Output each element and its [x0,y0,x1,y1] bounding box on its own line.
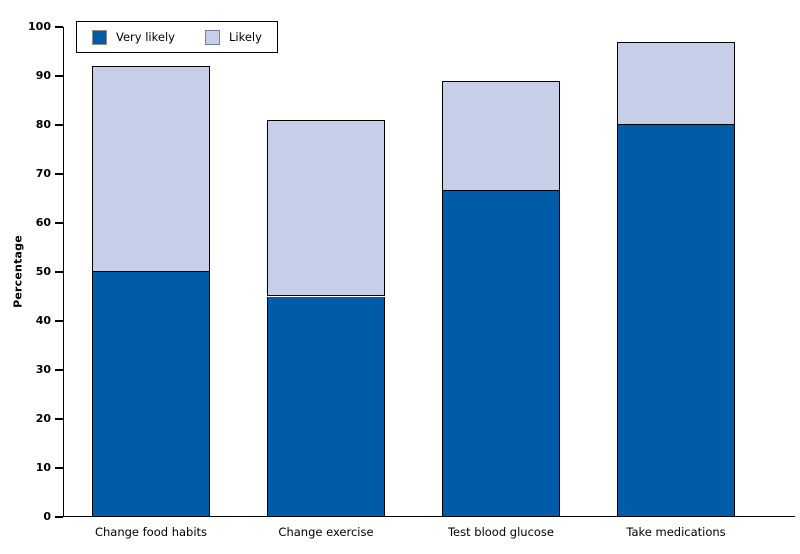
y-tick-label-40: 40 [35,314,51,327]
bar-change-food-habits-very-likely [92,272,210,517]
y-tick-label-20: 20 [35,412,51,425]
legend-label-very-likely: Very likely [116,30,175,44]
y-tick-label-80: 80 [35,118,51,131]
y-tick-mark-0 [55,516,63,518]
bar-take-medications-likely [617,41,735,125]
y-tick-mark-40 [55,320,63,322]
y-tick-label-50: 50 [35,265,51,278]
y-tick-label-0: 0 [43,510,51,523]
bar-change-exercise-very-likely [267,296,385,517]
x-category-label-change-food-habits: Change food habits [94,525,208,539]
legend: Very likely Likely [76,21,278,53]
y-tick-mark-100 [55,26,63,28]
y-tick-mark-80 [55,124,63,126]
y-tick-mark-60 [55,222,63,224]
y-tick-label-70: 70 [35,167,51,180]
x-category-label-test-blood-glucose: Test blood glucose [447,525,555,539]
legend-swatch-very-likely [92,29,107,45]
x-category-label-change-exercise: Change exercise [278,525,374,539]
y-tick-mark-30 [55,369,63,371]
x-axis-line [63,516,795,518]
y-tick-mark-70 [55,173,63,175]
bar-test-blood-glucose-very-likely [442,191,560,517]
y-tick-label-90: 90 [35,69,51,82]
y-tick-label-10: 10 [35,461,51,474]
bar-change-exercise-likely [267,120,385,297]
legend-swatch-likely [204,29,220,45]
bar-test-blood-glucose-likely [442,80,560,192]
legend-label-likely: Likely [228,30,262,44]
y-tick-mark-20 [55,418,63,420]
y-tick-mark-50 [55,271,63,273]
bar-take-medications-very-likely [617,125,735,517]
bar-change-food-habits-likely [92,66,210,272]
y-tick-mark-10 [55,467,63,469]
y-tick-mark-90 [55,75,63,77]
y-axis-line [63,27,65,517]
y-tick-label-100: 100 [28,20,51,33]
x-category-label-take-medications: Take medications [626,525,726,539]
y-tick-label-60: 60 [35,216,51,229]
y-tick-label-30: 30 [35,363,51,376]
